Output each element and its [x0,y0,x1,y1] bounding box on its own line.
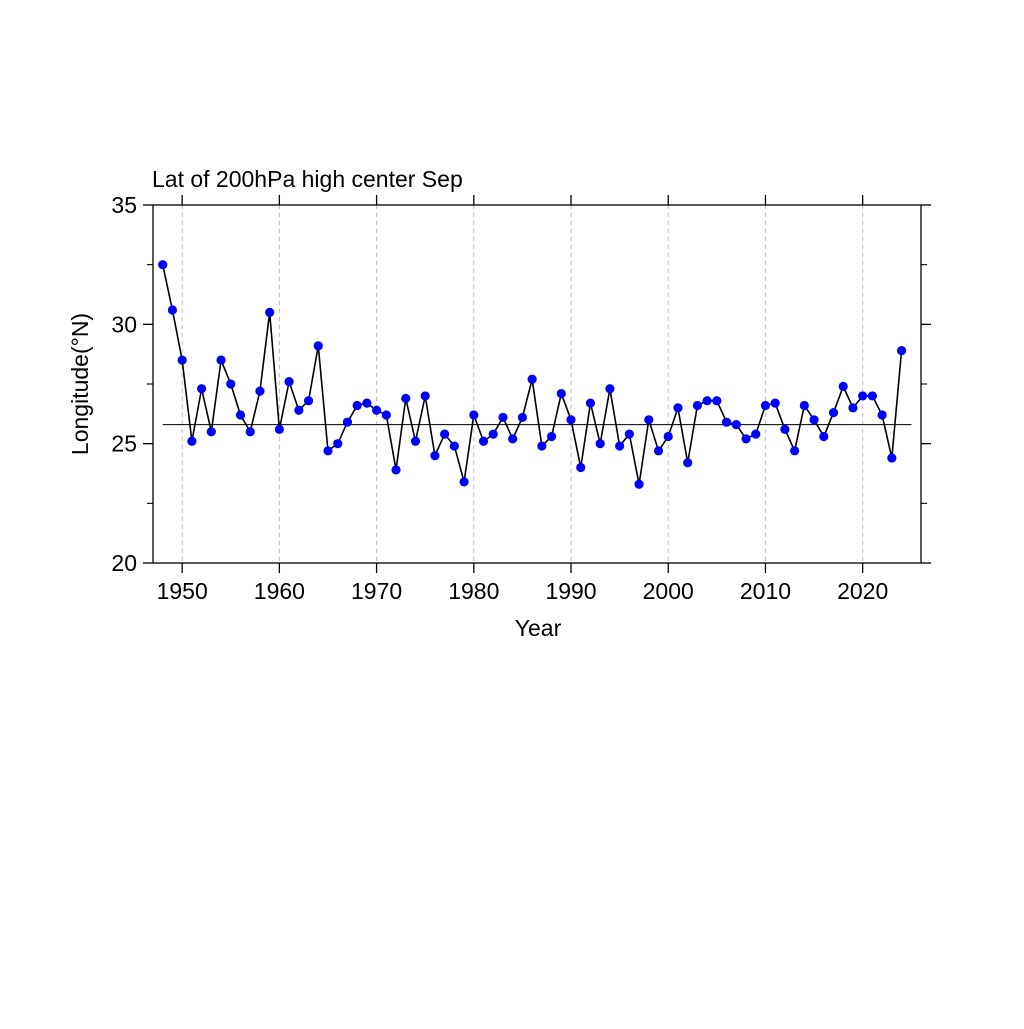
data-point [858,391,868,401]
y-tick-label: 30 [111,311,137,337]
data-point [381,410,391,420]
x-tick-label: 1950 [157,578,208,604]
data-point [284,377,294,387]
x-tick-label: 2010 [740,578,791,604]
data-point [605,384,615,394]
data-point [430,451,440,461]
data-point [731,419,741,430]
data-point [313,341,323,351]
grid [181,205,864,563]
data-point [887,453,897,463]
data-point [371,405,382,415]
data-point [692,400,703,411]
data-point [303,396,314,406]
data-point [741,434,751,444]
data-point [848,403,858,413]
data-point [673,403,683,413]
x-tick-label: 1980 [448,578,499,604]
data-point [751,429,761,439]
data-point [187,436,197,446]
x-tick-label: 2020 [837,578,888,604]
x-axis-label: Year [515,615,562,641]
data-point [712,396,722,406]
data-point [585,398,596,408]
data-point [595,439,605,449]
data-point [362,398,372,408]
data-point [760,400,771,411]
data-point [235,410,246,420]
data-point [634,479,644,489]
data-point [333,439,343,449]
data-points [158,260,907,489]
x-tick-label: 1970 [351,578,402,604]
data-point [294,405,304,415]
data-point [459,477,469,487]
data-point [342,417,353,427]
data-point [702,396,712,406]
data-point [799,400,809,411]
data-point [478,436,489,446]
data-point [615,441,625,451]
data-point [255,386,265,396]
data-point [624,429,634,439]
data-point [790,446,800,456]
data-point [508,434,518,444]
y-axis-label: Longitude(°N) [67,313,93,455]
x-tick-label: 1960 [254,578,305,604]
data-point [896,345,907,356]
chart-title: Lat of 200hPa high center Sep [152,166,463,192]
plot-frame [152,204,922,564]
data-point [644,415,654,425]
data-point [838,381,848,391]
data-point [245,427,255,437]
data-point [206,427,216,437]
data-point [323,446,333,456]
data-point [498,412,508,423]
data-point [158,260,168,270]
data-point [440,429,450,439]
data-point [877,410,887,420]
data-point [420,391,430,401]
data-point [770,398,780,408]
data-point [780,424,790,434]
data-point [683,458,693,468]
data-point [527,374,537,384]
x-tick-label: 2000 [643,578,694,604]
data-point [663,431,673,442]
data-point [721,417,732,427]
data-point [391,465,401,475]
data-point [867,391,877,401]
y-tick-label: 20 [111,550,137,576]
data-point [537,441,547,451]
data-point [819,431,829,442]
data-point [809,415,819,425]
data-point [488,429,498,439]
data-point [517,412,528,423]
data-point [449,441,459,451]
data-point [576,462,586,473]
data-point [410,436,421,446]
data-point [352,400,362,411]
data-point [653,446,664,456]
data-point [828,408,839,418]
y-tick-label: 35 [111,192,137,218]
data-point [469,410,479,420]
data-point [216,355,226,365]
data-point [197,384,207,394]
data-point [226,379,236,389]
data-point [546,431,557,442]
data-point [401,393,411,403]
y-tick-label: 25 [111,431,137,457]
data-point [167,305,178,315]
data-point [566,415,576,425]
data-point [274,424,284,434]
data-point [177,355,187,365]
data-point [265,307,275,317]
data-point [556,388,566,399]
x-tick-label: 1990 [545,578,596,604]
